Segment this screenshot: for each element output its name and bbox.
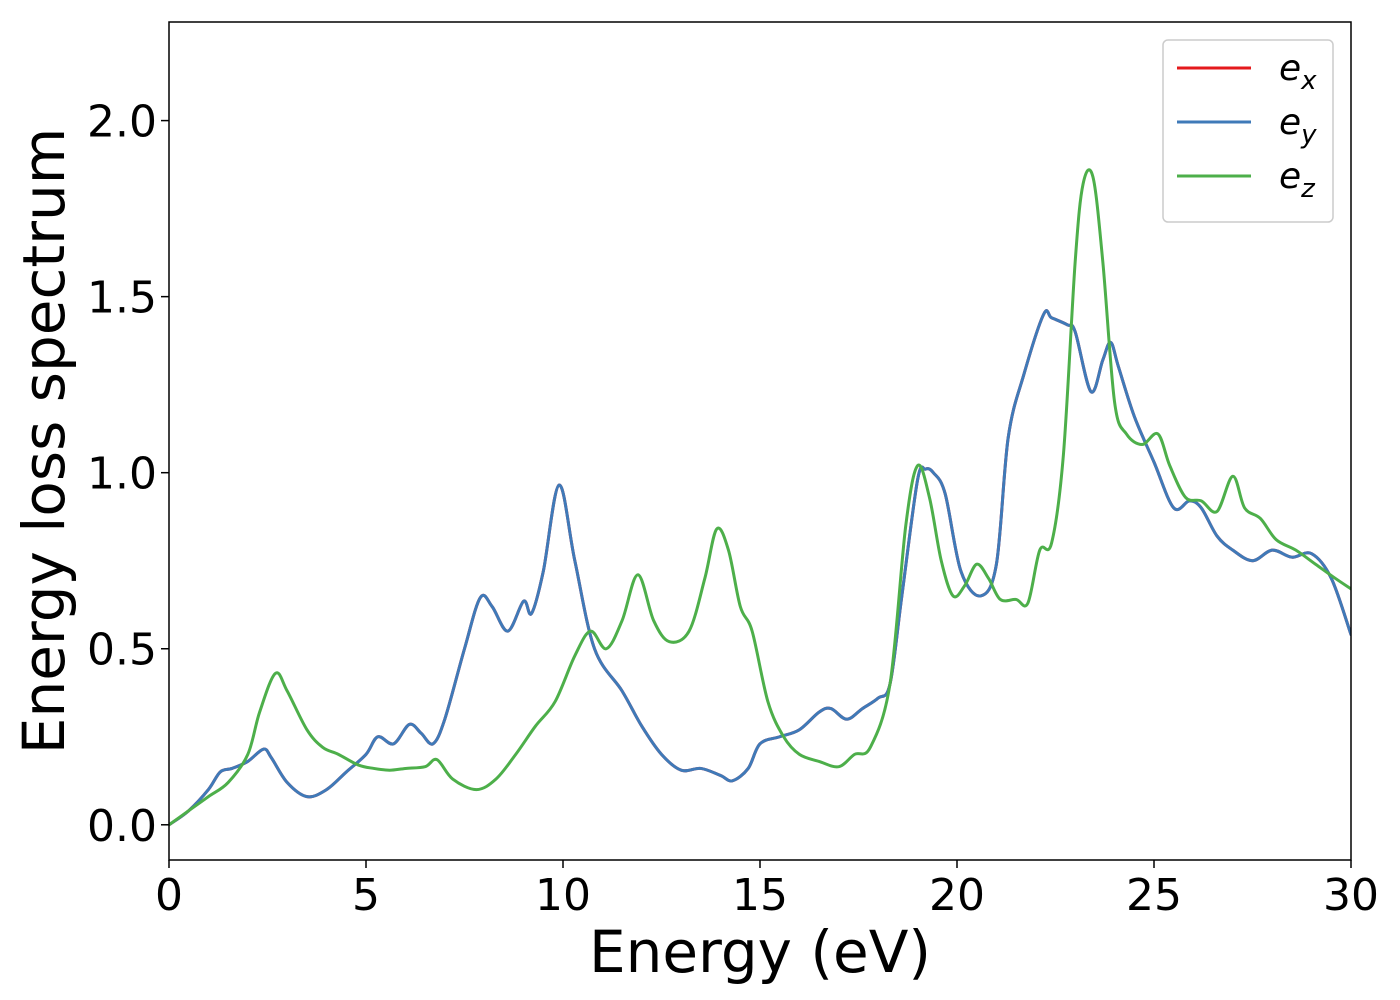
y-tick-label: 2.0 (87, 97, 157, 148)
x-tick-label: 15 (732, 870, 788, 921)
y-axis-title: Energy loss spectrum (10, 128, 78, 754)
x-tick-label: 10 (535, 870, 591, 921)
series-line-ey (169, 309, 1351, 827)
x-tick-label: 5 (352, 870, 380, 921)
series-layer (169, 168, 1351, 827)
y-tick-label: 1.5 (87, 273, 157, 324)
x-tick-label: 0 (155, 870, 183, 921)
series-line-ez (169, 168, 1351, 827)
x-tick-label: 25 (1126, 870, 1182, 921)
x-tick-label: 20 (929, 870, 985, 921)
y-tick-label: 0.5 (87, 625, 157, 676)
x-axis-title: Energy (eV) (589, 918, 931, 986)
y-tick-label: 1.0 (87, 449, 157, 500)
series-line-ex (169, 309, 1351, 827)
ticks-layer: 0 5 10 15 20 25 30 0.0 0.5 1.0 1.5 2.0 (87, 97, 1379, 921)
x-tick-label: 30 (1323, 870, 1379, 921)
y-tick-label: 0.0 (87, 801, 157, 852)
